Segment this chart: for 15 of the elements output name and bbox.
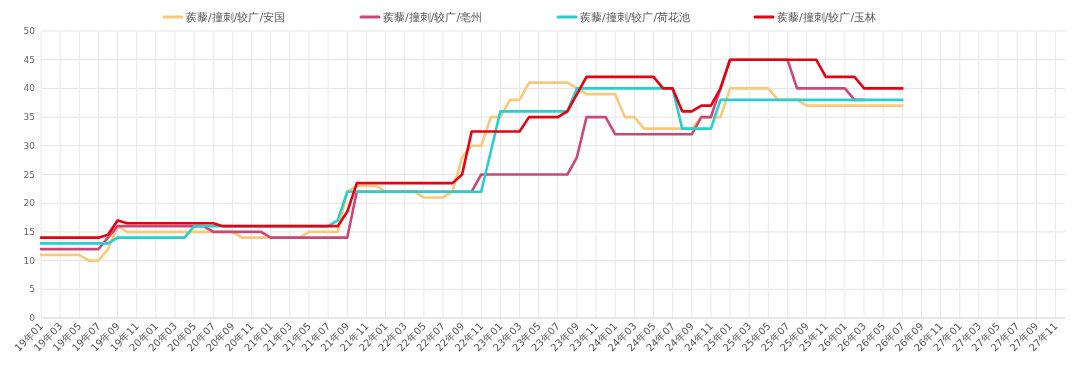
y-tick-label: 5 <box>29 284 35 295</box>
legend-label: 蒺藜/撞刺/较广/亳州 <box>383 11 483 24</box>
y-tick-label: 15 <box>23 226 35 237</box>
y-tick-label: 50 <box>23 26 36 36</box>
legend-label: 蒺藜/撞刺/较广/荷花池 <box>580 11 691 24</box>
y-tick-label: 25 <box>23 169 35 180</box>
y-tick-label: 20 <box>23 198 36 209</box>
y-tick-label: 10 <box>23 255 36 266</box>
legend-label: 蒺藜/撞刺/较广/安国 <box>186 11 286 24</box>
legend-label: 蒺藜/撞刺/较广/玉林 <box>777 11 877 24</box>
y-tick-label: 35 <box>23 112 35 123</box>
y-tick-label: 30 <box>23 140 36 151</box>
y-tick-label: 40 <box>23 83 36 94</box>
y-tick-label: 0 <box>29 313 36 323</box>
y-tick-label: 45 <box>23 54 35 65</box>
